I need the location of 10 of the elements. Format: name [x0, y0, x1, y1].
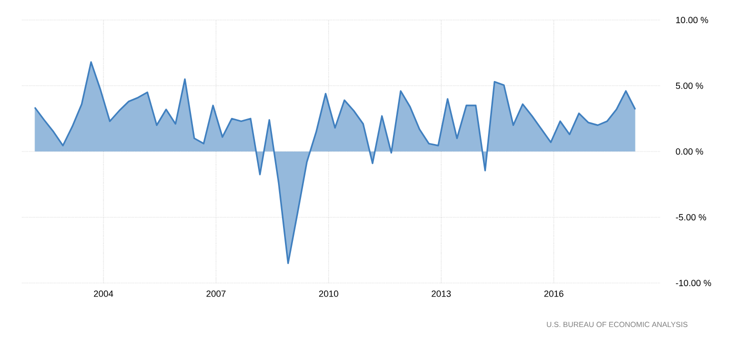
x-tick-label: 2007: [206, 290, 226, 297]
x-tick-label: 2016: [544, 290, 564, 297]
y-tick-label: 10.00 %: [676, 16, 708, 24]
y-tick-label: -5.00 %: [676, 214, 706, 220]
y-tick-label: 5.00 %: [676, 82, 704, 89]
x-tick-label: 2013: [432, 290, 451, 297]
x-tick-label: 2004: [94, 290, 114, 297]
y-tick-label: 0.00 %: [676, 148, 704, 155]
x-tick-label: 2010: [319, 290, 338, 297]
y-tick-label: -10.00 %: [676, 280, 712, 286]
